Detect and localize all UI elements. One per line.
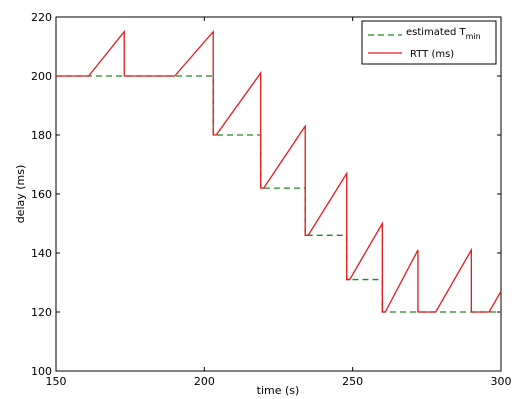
x-tick-label: 250: [342, 375, 363, 388]
legend-tmin-subscript: min: [466, 32, 481, 41]
legend-tmin-main: estimated T: [406, 27, 467, 38]
x-tick-label: 150: [46, 375, 67, 388]
series-layer: [56, 29, 502, 313]
y-tick-label: 100: [31, 365, 52, 378]
x-tick-label: 200: [194, 375, 215, 388]
legend-rtt-label: RTT (ms): [410, 49, 454, 60]
y-tick-label: 140: [31, 247, 52, 260]
legend-box: [361, 20, 497, 65]
y-tick-label: 180: [31, 129, 52, 142]
y-tick-label: 200: [31, 70, 52, 83]
y-axis-label: delay (ms): [14, 165, 27, 224]
x-axis-label: time (s): [257, 384, 300, 397]
legend: estimated Tmin RTT (ms): [361, 20, 497, 65]
x-axis-ticks: 150 200 250 300: [46, 17, 512, 388]
y-tick-label: 120: [31, 306, 52, 319]
x-tick-label: 300: [491, 375, 512, 388]
plot-area: [55, 16, 502, 372]
y-axis-ticks: 100 120 140 160 180 200 220: [31, 11, 501, 378]
y-tick-label: 160: [31, 188, 52, 201]
y-tick-label: 220: [31, 11, 52, 24]
legend-tmin-label: estimated Tmin: [406, 27, 481, 41]
series-line-rtt: [56, 29, 502, 313]
